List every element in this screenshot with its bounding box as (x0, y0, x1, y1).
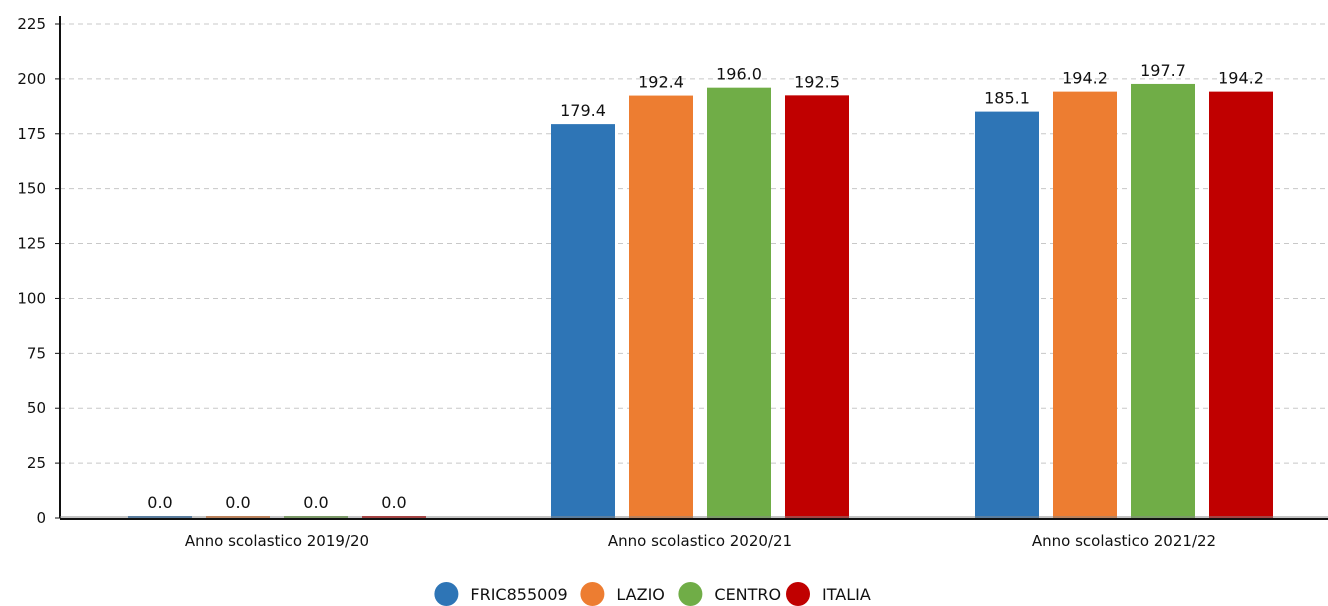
data-label: 179.4 (560, 101, 606, 120)
y-tick-label: 225 (17, 15, 46, 33)
data-label: 192.5 (794, 72, 840, 91)
legend-label[interactable]: CENTRO (714, 585, 781, 604)
legend-label[interactable]: ITALIA (822, 585, 871, 604)
legend: FRIC855009 LAZIO CENTRO ITALIA (434, 582, 871, 606)
x-tick-label: Anno scolastico 2021/22 (1032, 532, 1216, 550)
bar[interactable] (551, 124, 615, 518)
y-tick-label: 100 (17, 289, 46, 307)
data-label: 0.0 (303, 493, 328, 512)
legend-swatch[interactable] (678, 582, 703, 606)
bar[interactable] (785, 95, 849, 518)
legend-swatch[interactable] (434, 582, 459, 606)
data-label: 0.0 (147, 493, 172, 512)
bar[interactable] (975, 111, 1039, 519)
data-label: 192.4 (638, 73, 684, 92)
legend-label[interactable]: FRIC855009 (470, 585, 567, 604)
bar[interactable] (707, 87, 771, 518)
data-label: 194.2 (1218, 69, 1264, 88)
data-label: 0.0 (381, 493, 406, 512)
y-tick-label: 25 (27, 454, 46, 472)
y-tick-label: 50 (27, 399, 46, 417)
y-tick-label: 0 (36, 509, 46, 527)
data-label: 197.7 (1140, 61, 1186, 80)
x-tick-label: Anno scolastico 2019/20 (185, 532, 369, 550)
y-tick-label: 75 (27, 344, 46, 362)
bar[interactable] (1131, 83, 1195, 519)
data-label: 196.0 (716, 65, 762, 84)
bar[interactable] (1209, 91, 1273, 518)
y-tick-label: 200 (17, 70, 46, 88)
y-tick-label: 125 (17, 235, 46, 253)
legend-swatch[interactable] (580, 582, 605, 606)
data-label: 185.1 (984, 89, 1030, 108)
x-tick-label: Anno scolastico 2020/21 (608, 532, 792, 550)
legend-swatch[interactable] (786, 582, 810, 606)
legend-label[interactable]: LAZIO (616, 585, 665, 604)
bar[interactable] (1053, 91, 1117, 518)
data-label: 0.0 (225, 493, 250, 512)
y-tick-label: 150 (17, 180, 46, 198)
y-tick-label: 175 (17, 125, 46, 143)
bar[interactable] (629, 95, 693, 519)
data-label: 194.2 (1062, 69, 1108, 88)
